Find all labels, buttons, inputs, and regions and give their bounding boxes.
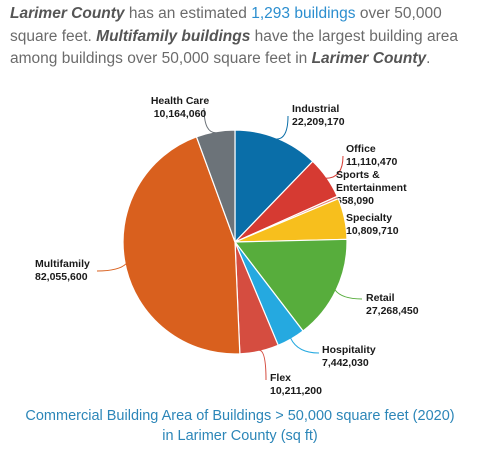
- leader-line-sports-entertainment: [332, 197, 338, 200]
- pie-slice-industrial: [234, 129, 314, 244]
- slice-label-retail: Retail 27,268,450: [366, 292, 419, 317]
- caption-line: Commercial Building Area of Buildings > …: [25, 408, 455, 424]
- leader-line-health-care: [203, 107, 216, 134]
- pie-slice-health-care: [195, 129, 236, 243]
- pie-slice-multifamily: [122, 136, 241, 355]
- building-type: Multifamily buildings: [96, 27, 251, 45]
- leader-line-flex: [259, 349, 267, 381]
- building-count: 1,293 buildings: [251, 5, 356, 22]
- intro-text: have the largest building area among bui…: [10, 27, 458, 68]
- leader-line-industrial: [276, 115, 289, 140]
- county-name: Larimer County: [311, 50, 427, 67]
- intro-text: has an estimated: [124, 5, 252, 22]
- caption-line: in Larimer County (sq ft): [162, 428, 318, 444]
- leader-line-specialty: [342, 218, 344, 225]
- chart-caption: Commercial Building Area of Buildings > …: [0, 406, 480, 446]
- slice-label-specialty: Specialty 10,809,710: [346, 212, 399, 237]
- slice-label-sports-entertainment: Sports & Entertainment 658,090: [336, 169, 407, 207]
- slice-label-office: Office 11,110,470: [346, 143, 398, 168]
- county-name: Larimer County: [10, 5, 125, 22]
- slice-label-health-care: Health Care 10,164,060: [151, 95, 210, 120]
- intro-text: over 50,000 square feet.: [10, 5, 442, 45]
- slice-label-industrial: Industrial 22,209,170: [292, 103, 345, 128]
- intro-text: .: [426, 50, 431, 67]
- leader-line-office: [325, 155, 344, 179]
- leader-line-multifamily: [96, 263, 127, 272]
- slice-label-flex: Flex 10,211,200: [270, 372, 322, 397]
- leader-line-hospitality: [290, 337, 320, 354]
- slice-label-hospitality: Hospitality 7,442,030: [322, 344, 376, 369]
- leader-line-retail: [334, 289, 363, 300]
- intro-paragraph: Larimer County has an estimated 1,293 bu…: [10, 3, 472, 71]
- slice-label-multifamily: Multifamily 82,055,600: [35, 258, 90, 283]
